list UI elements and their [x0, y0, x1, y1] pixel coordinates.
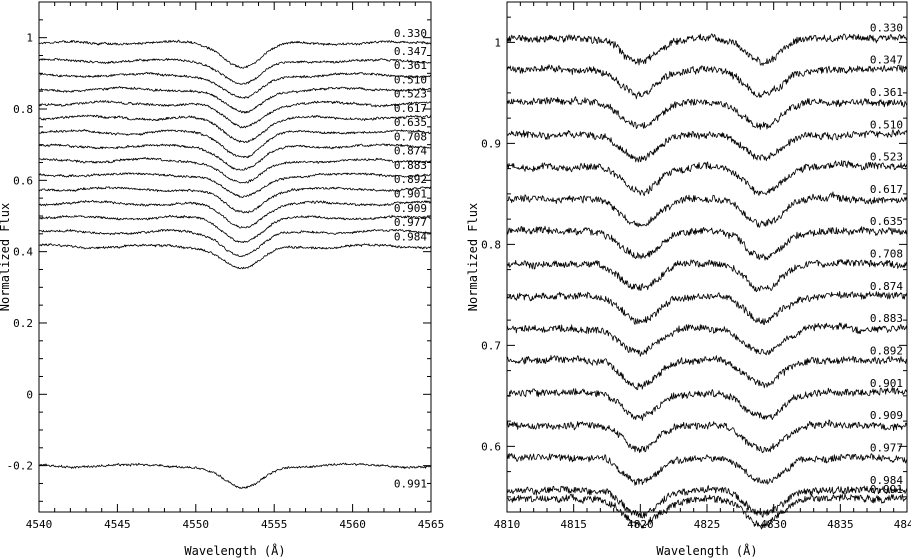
right-y-axis-label: Normalized Flux: [466, 203, 480, 311]
left-phase-label: 0.635: [394, 116, 427, 129]
left-phase-label: 0.901: [394, 188, 427, 201]
right-x-axis-label: Wavelength (Å): [656, 543, 757, 558]
right-phase-label: 0.977: [870, 441, 903, 454]
left-spectrum-0.909: [38, 214, 432, 243]
right-y-tick-label: 0.8: [481, 238, 501, 251]
left-phase-label: 0.991: [394, 478, 427, 491]
right-spectra-panel: 48104815482048254830483548400.60.70.80.9…: [466, 1, 911, 558]
left-spectrum-0.977: [38, 228, 432, 257]
right-x-tick-label: 4825: [694, 518, 721, 531]
right-phase-label: 0.635: [870, 215, 903, 228]
right-phase-label: 0.874: [870, 280, 903, 293]
left-y-axis-label: Normalized Flux: [0, 203, 12, 311]
right-plot-frame: [506, 1, 908, 513]
right-phase-label: 0.991: [870, 483, 903, 496]
left-spectrum-0.617: [39, 114, 432, 144]
right-x-tick-label: 4810: [494, 518, 521, 531]
left-spectrum-0.901: [38, 200, 432, 229]
right-x-tick-label: 4835: [827, 518, 854, 531]
right-spectrum-0.361: [506, 96, 908, 130]
right-spectrum-0.330: [506, 33, 908, 66]
left-spectrum-0.883: [38, 172, 432, 199]
right-phase-label: 0.892: [870, 345, 903, 358]
left-spectrum-0.330: [38, 39, 432, 69]
right-phase-label: 0.523: [870, 151, 903, 164]
left-phase-label: 0.883: [394, 159, 427, 172]
left-y-tick-label: 0.2: [13, 317, 33, 330]
left-spectrum-0.635: [38, 128, 432, 159]
left-spectrum-0.523: [38, 100, 432, 129]
left-phase-label: 0.874: [394, 145, 427, 158]
right-spectrum-0.909: [506, 419, 908, 454]
left-y-tick-label: -0.2: [7, 460, 34, 473]
left-spectrum-0.347: [38, 57, 431, 85]
right-phase-label: 0.361: [870, 86, 903, 99]
right-y-tick-label: 1: [494, 36, 501, 49]
right-phase-label: 0.510: [870, 118, 903, 131]
left-x-tick-label: 4545: [104, 518, 131, 531]
right-spectrum-0.523: [506, 160, 908, 197]
left-x-tick-label: 4550: [183, 518, 210, 531]
right-spectrum-0.635: [506, 225, 908, 261]
right-spectrum-0.984: [506, 485, 908, 519]
right-spectrum-0.874: [506, 291, 908, 326]
left-y-tick-label: 0.8: [13, 103, 33, 116]
right-phase-label: 0.984: [870, 474, 903, 487]
left-spectrum-0.510: [38, 86, 432, 114]
right-x-tick-label: 4815: [560, 518, 587, 531]
left-spectrum-0.708: [38, 143, 432, 171]
left-phase-label: 0.708: [394, 130, 427, 143]
right-spectrum-0.347: [506, 64, 908, 100]
right-spectrum-0.892: [506, 355, 908, 391]
left-spectrum-0.874: [38, 157, 432, 184]
left-x-tick-label: 4540: [26, 518, 53, 531]
right-y-tick-label: 0.7: [481, 339, 501, 352]
left-x-tick-label: 4565: [418, 518, 445, 531]
left-plot-frame: [38, 1, 432, 513]
right-phase-label: 0.330: [870, 21, 903, 34]
left-spectrum-0.892: [38, 186, 432, 214]
right-y-tick-label: 0.6: [481, 440, 501, 453]
left-x-tick-label: 4560: [339, 518, 366, 531]
right-phase-label: 0.347: [870, 54, 903, 67]
left-y-tick-label: 0.6: [13, 174, 33, 187]
left-phase-label: 0.977: [394, 216, 427, 229]
left-x-tick-label: 4555: [261, 518, 288, 531]
left-phase-label: 0.909: [394, 202, 427, 215]
right-phase-label: 0.617: [870, 183, 903, 196]
left-phase-label: 0.617: [394, 102, 427, 115]
right-y-tick-label: 0.9: [481, 137, 501, 150]
right-phase-label: 0.883: [870, 312, 903, 325]
left-phase-label: 0.347: [394, 45, 427, 58]
right-spectrum-0.901: [506, 387, 908, 421]
left-spectra-panel: 4540 4545 4550 4555 4560 4565 -0.2 0 0.2 0.4 0.6 0.…: [0, 1, 445, 558]
right-spectrum-0.977: [506, 453, 908, 486]
right-phase-label: 0.909: [870, 409, 903, 422]
right-spectrum-0.883: [506, 322, 908, 357]
right-spectrum-0.708: [506, 258, 908, 293]
left-phase-label: 0.892: [394, 173, 427, 186]
left-phase-label: 0.523: [394, 88, 427, 101]
left-phase-label: 0.330: [394, 27, 427, 40]
right-spectrum-0.617: [506, 191, 908, 228]
right-spectrum-0.510: [506, 129, 908, 163]
left-phase-label: 0.984: [394, 230, 427, 243]
left-y-tick-label: 0: [26, 388, 33, 401]
left-spectrum-0.361: [38, 71, 432, 99]
left-y-tick-label: 0.4: [13, 246, 33, 259]
left-spectrum-0.984: [38, 243, 432, 270]
left-phase-label: 0.361: [394, 59, 427, 72]
left-x-axis-label: Wavelength (Å): [184, 543, 285, 558]
left-y-tick-label: 1: [26, 32, 33, 45]
right-phase-label: 0.901: [870, 377, 903, 390]
left-spectrum-0.991: [38, 462, 432, 489]
right-phase-label: 0.708: [870, 248, 903, 261]
left-phase-label: 0.510: [394, 73, 427, 86]
right-spectrum-0.991: [506, 492, 908, 530]
